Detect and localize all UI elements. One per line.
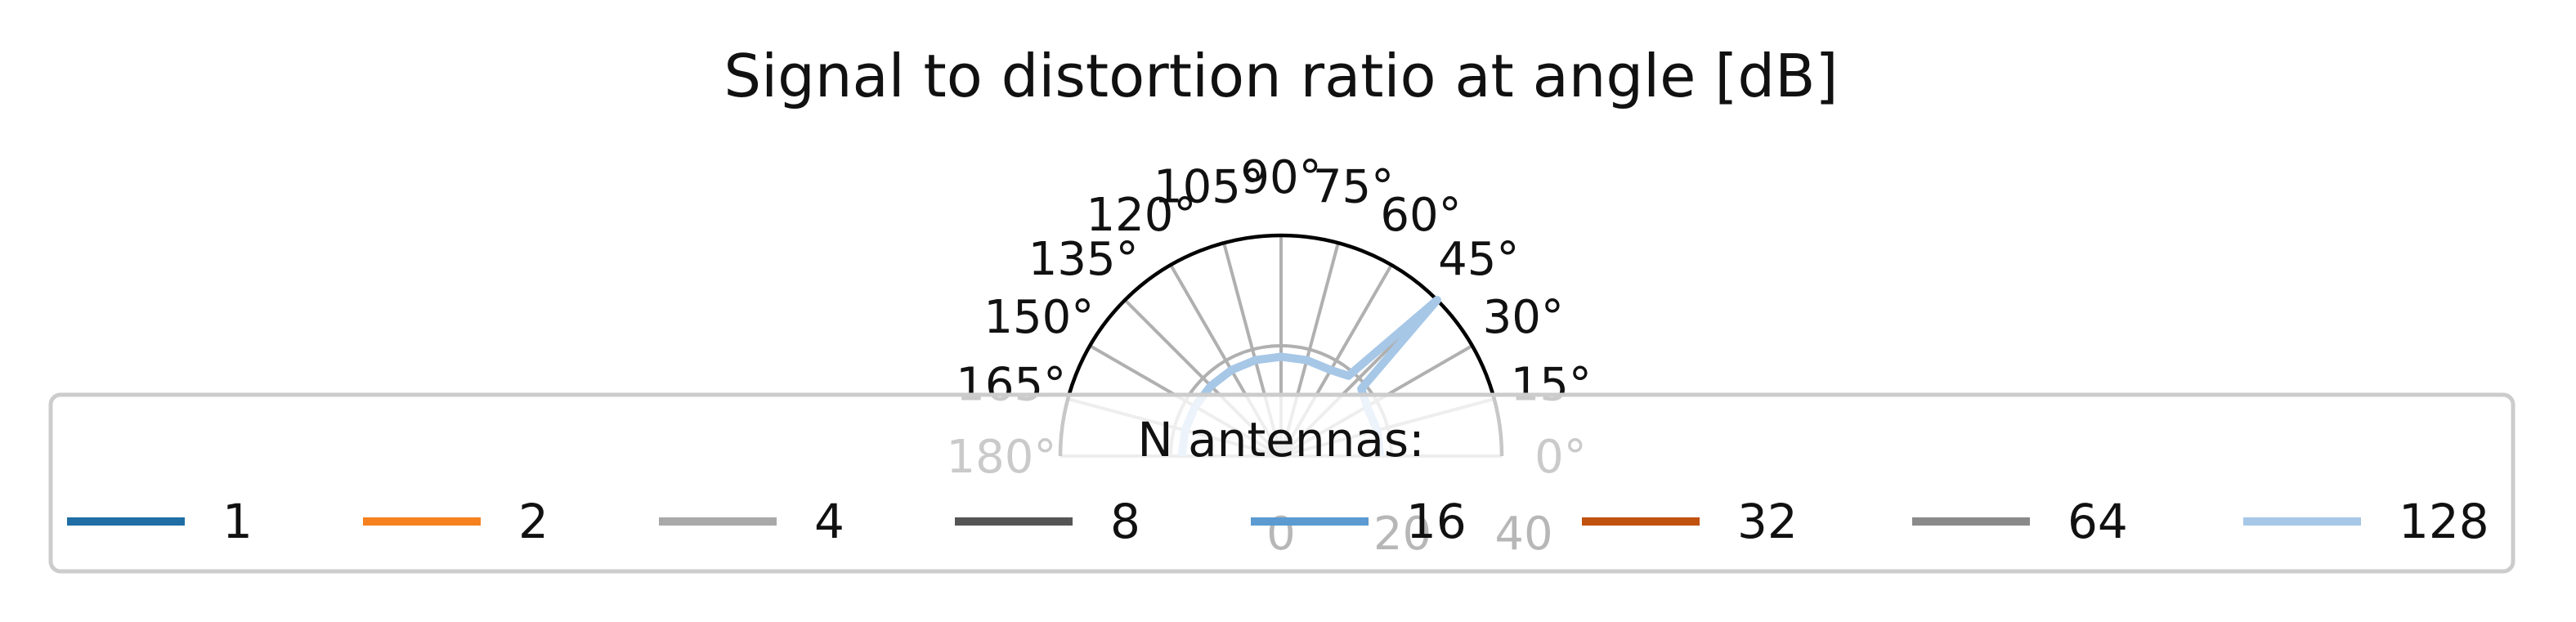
angle-tick-label: 90°	[1240, 151, 1321, 204]
angle-tick-label: 45°	[1438, 233, 1519, 286]
angle-tick-label: 30°	[1483, 291, 1564, 344]
radial-tick-label: 20	[1373, 508, 1431, 561]
legend-label: 2	[518, 494, 549, 549]
legend-label: 1	[222, 494, 253, 549]
angle-tick-label: 135°	[1028, 233, 1139, 286]
legend-entries: 1 2 4 8 16 32 64 128	[67, 494, 2489, 549]
legend-label: 4	[814, 494, 844, 549]
radial-tick-label: 40	[1494, 508, 1552, 561]
radial-tick-labels: 0 20 40	[1266, 508, 1552, 561]
legend-box	[48, 392, 2516, 574]
legend-label: 128	[2399, 494, 2489, 549]
radial-tick-label: 0	[1266, 508, 1296, 561]
angle-tick-label: 75°	[1313, 161, 1394, 214]
legend-label: 64	[2068, 494, 2128, 549]
chart-title: Signal to distortion ratio at angle [dB]	[724, 42, 1838, 110]
legend-label: 16	[1406, 494, 1467, 549]
angle-tick-label: 60°	[1380, 189, 1461, 242]
angle-tick-label: 105°	[1154, 161, 1264, 214]
angle-tick-label: 120°	[1086, 189, 1197, 242]
polar-outer-boundary	[1058, 233, 1504, 457]
legend-label: 32	[1737, 494, 1798, 549]
legend-label: 8	[1110, 494, 1140, 549]
angle-tick-label: 150°	[983, 291, 1094, 344]
angle-tick-labels: 0°15°30°45°60°75°90°105°120°135°150°165°…	[947, 151, 1592, 484]
legend-title: N antennas:	[1137, 412, 1424, 468]
